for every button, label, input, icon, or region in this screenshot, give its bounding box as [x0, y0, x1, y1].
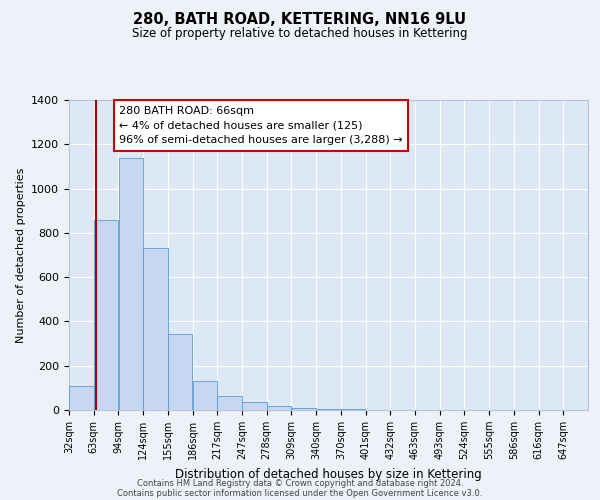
- Text: 280, BATH ROAD, KETTERING, NN16 9LU: 280, BATH ROAD, KETTERING, NN16 9LU: [133, 12, 467, 28]
- Bar: [119, 158, 143, 410]
- Text: Contains HM Land Registry data © Crown copyright and database right 2024.: Contains HM Land Registry data © Crown c…: [137, 478, 463, 488]
- Bar: [143, 248, 168, 410]
- Bar: [168, 334, 193, 410]
- X-axis label: Distribution of detached houses by size in Kettering: Distribution of detached houses by size …: [175, 468, 482, 480]
- Bar: [69, 386, 94, 410]
- Bar: [316, 409, 341, 410]
- Bar: [94, 220, 118, 410]
- Text: Size of property relative to detached houses in Kettering: Size of property relative to detached ho…: [132, 28, 468, 40]
- Bar: [193, 381, 217, 410]
- Y-axis label: Number of detached properties: Number of detached properties: [16, 168, 26, 342]
- Bar: [217, 396, 242, 410]
- Text: 280 BATH ROAD: 66sqm
← 4% of detached houses are smaller (125)
96% of semi-detac: 280 BATH ROAD: 66sqm ← 4% of detached ho…: [119, 106, 403, 145]
- Text: Contains public sector information licensed under the Open Government Licence v3: Contains public sector information licen…: [118, 488, 482, 498]
- Bar: [292, 408, 316, 410]
- Bar: [267, 406, 292, 410]
- Bar: [242, 402, 266, 410]
